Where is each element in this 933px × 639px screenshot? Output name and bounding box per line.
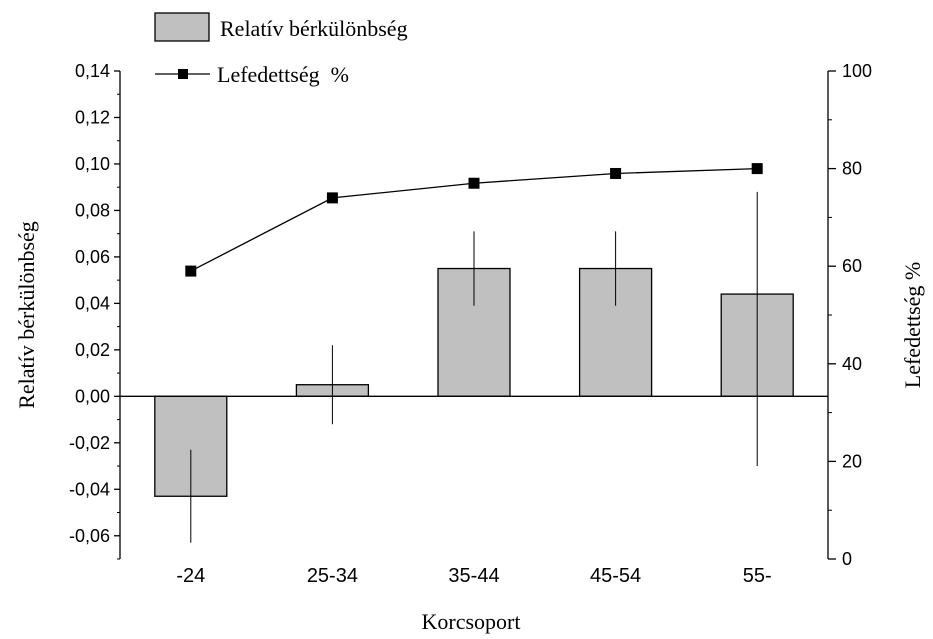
y2-axis-title: Lefedettség % — [900, 262, 925, 388]
y-tick-label: 0,08 — [75, 200, 110, 220]
y-tick-label: 0,00 — [75, 386, 110, 406]
coverage-marker — [610, 167, 622, 179]
y2-tick-label: 20 — [842, 451, 862, 471]
y2-tick-label: 100 — [842, 61, 872, 81]
y-axis-title: Relatív bérkülönbség — [14, 221, 39, 409]
coverage-marker — [468, 177, 480, 189]
y-tick-label: -0,04 — [69, 479, 110, 499]
y2-tick-label: 80 — [842, 159, 862, 179]
x-axis-title: Korcsoport — [422, 609, 521, 634]
x-tick-label: 45-54 — [590, 565, 641, 587]
legend-bar-swatch — [154, 12, 210, 42]
y-tick-label: -0,02 — [69, 433, 110, 453]
y-tick-label: 0,10 — [75, 154, 110, 174]
y-tick-label: 0,04 — [75, 293, 110, 313]
y-tick-label: 0,02 — [75, 340, 110, 360]
y2-tick-label: 40 — [842, 354, 862, 374]
x-tick-label: -24 — [176, 565, 205, 587]
legend: Relatív bérkülönbség Lefedettség % — [154, 12, 408, 87]
plot-area: -0,06 -0,04 -0,02 0,00 0,02 0,04 0,06 0,08 0,10 0… — [69, 61, 872, 587]
x-tick-label: 25-34 — [307, 565, 358, 587]
legend-bar-label: Relatív bérkülönbség — [220, 16, 408, 41]
y-tick-label: 0,14 — [75, 61, 110, 81]
coverage-marker — [751, 163, 763, 175]
y2-tick-label: 0 — [842, 549, 852, 569]
y-tick-label: 0,12 — [75, 107, 110, 127]
coverage-marker — [326, 192, 338, 204]
x-tick-label: 35-44 — [448, 565, 499, 587]
legend-line-label: Lefedettség % — [217, 62, 349, 87]
x-tick-label: 55- — [743, 565, 772, 587]
y-tick-label: 0,06 — [75, 247, 110, 267]
legend-line-marker — [178, 69, 188, 79]
coverage-marker — [185, 265, 197, 277]
y-tick-label: -0,06 — [69, 526, 110, 546]
y2-tick-label: 60 — [842, 256, 862, 276]
